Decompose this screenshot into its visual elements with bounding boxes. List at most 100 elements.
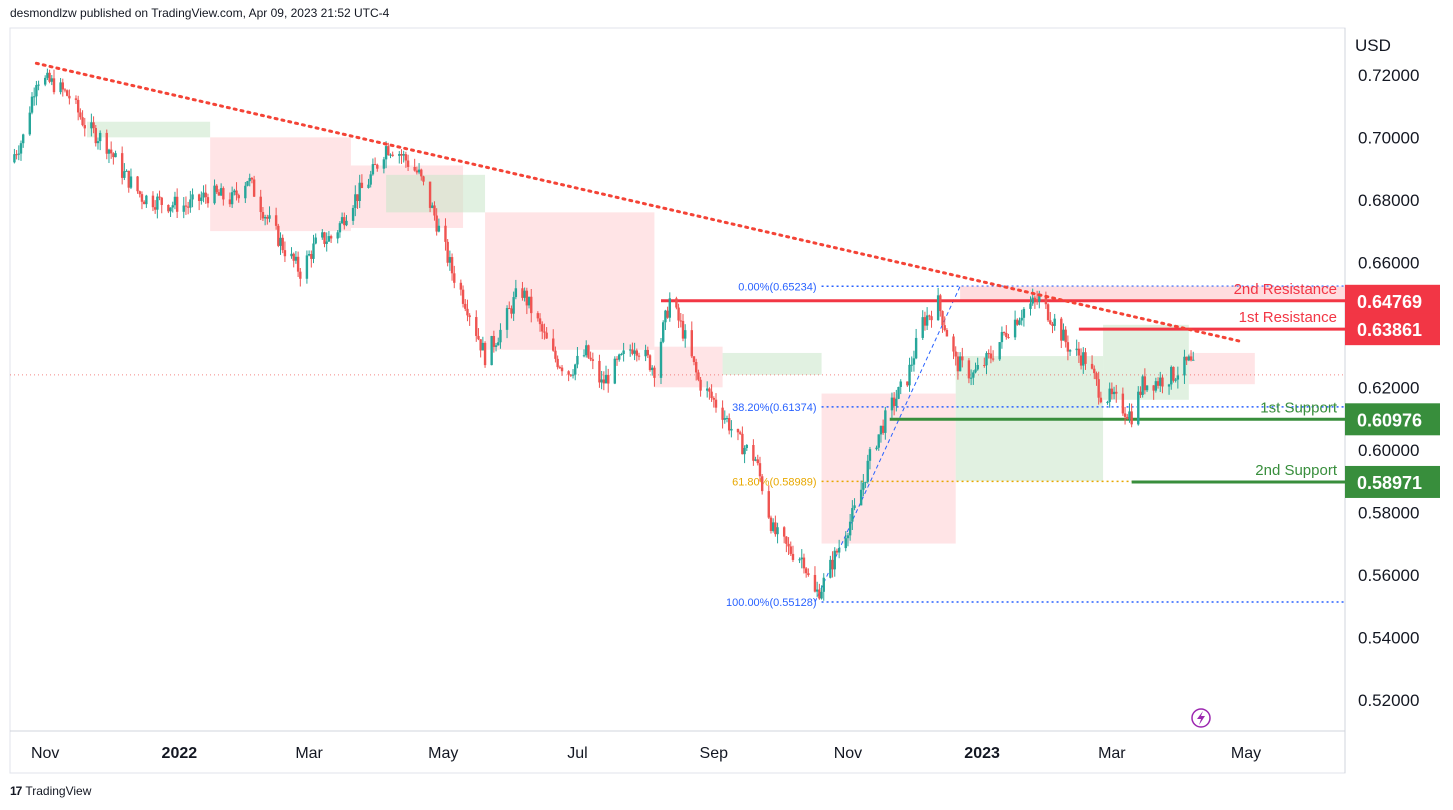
candle-body [589, 357, 592, 360]
candle-body [560, 367, 564, 372]
candle-body [400, 153, 403, 156]
resistance-zone [960, 286, 1345, 301]
candle-body [648, 355, 652, 371]
candle-body [261, 212, 265, 219]
candle-body [384, 146, 388, 160]
candle-body [444, 225, 447, 242]
candle-body [666, 310, 669, 318]
candle-body [941, 311, 944, 326]
price-tick-label: 0.52000 [1358, 691, 1419, 710]
candle-body [620, 354, 623, 356]
candle-body [356, 194, 359, 202]
candle-body [79, 112, 82, 118]
time-axis-ticks: Nov 2022 Mar May Jul Sep Nov 2023 Mar May [31, 745, 1261, 762]
candle-body [1115, 391, 1118, 394]
candle-body [1007, 337, 1010, 339]
publisher-caption: desmondlzw published on TradingView.com,… [10, 6, 390, 20]
candle-body [494, 345, 498, 347]
candle-body [230, 192, 234, 205]
candle-body [769, 517, 773, 531]
candle-body [153, 207, 157, 210]
price-tick-label: 0.54000 [1358, 628, 1419, 647]
trendline-dotted [34, 61, 1241, 343]
candle-body [1185, 356, 1188, 361]
cloud-segment [654, 346, 723, 388]
candle-body [290, 253, 293, 257]
candle-body [782, 527, 786, 537]
candle-body [908, 364, 911, 386]
candle-body [1106, 401, 1109, 403]
candle-body [277, 225, 280, 246]
brand-name: TradingView [25, 784, 92, 798]
candle-body [446, 241, 449, 263]
candle-body [19, 143, 23, 154]
candle-body [327, 236, 331, 242]
candle-body [281, 237, 284, 251]
candle-body [974, 369, 977, 373]
price-tick-label: 0.60000 [1358, 441, 1419, 460]
candle-body [675, 298, 678, 308]
currency-label: USD [1355, 36, 1391, 55]
candle-body [538, 318, 542, 325]
candle-body [961, 356, 964, 361]
candle-body [61, 82, 64, 90]
candle-body [450, 257, 454, 274]
candle-body [43, 77, 47, 85]
support-resistance-levels: 2nd Resistance 1st Resistance 1st Support 2… [10, 281, 1345, 484]
candle-body [182, 205, 185, 212]
candle-body [382, 159, 386, 169]
candle-body [307, 254, 311, 256]
candle-body [895, 398, 898, 407]
candle-body [74, 98, 78, 100]
candle-body [521, 288, 524, 298]
candle-body [807, 573, 810, 575]
candle-body [785, 536, 788, 544]
candle-body [690, 330, 693, 357]
candle-body [1121, 393, 1125, 414]
candle-body [985, 353, 988, 366]
candle-body [428, 181, 432, 208]
candle-body [367, 184, 370, 188]
candle-body [1143, 376, 1147, 391]
candle-body [314, 237, 317, 244]
lightning-icon[interactable] [1191, 708, 1211, 728]
candle-body [802, 557, 806, 569]
candle-body [477, 335, 480, 340]
candle-body [59, 82, 62, 93]
candle-body [543, 331, 546, 333]
candle-body [939, 295, 942, 312]
candle-body [705, 388, 709, 391]
candle-body [646, 349, 650, 356]
candle-body [835, 550, 839, 553]
candle-body [1189, 356, 1193, 361]
price-tick-label: 0.58000 [1358, 503, 1419, 522]
candle-body [818, 589, 821, 599]
candle-body [776, 527, 779, 535]
candle-body [754, 459, 757, 461]
candle-body [653, 367, 656, 378]
candle-body [822, 577, 825, 592]
candle-body [1002, 332, 1006, 334]
candle-body [376, 164, 379, 169]
candle-body [294, 256, 298, 261]
time-tick-label: Mar [1098, 745, 1126, 762]
candle-body [928, 315, 931, 317]
candle-body [1183, 356, 1186, 376]
brand-footer[interactable]: 17 TradingView [10, 784, 91, 798]
candle-body [862, 482, 865, 490]
candle-body [453, 273, 456, 283]
candle-body [283, 250, 287, 257]
candle-body [743, 448, 746, 455]
candle-body [173, 196, 177, 206]
candle-body [1137, 391, 1140, 425]
candle-body [35, 85, 38, 97]
candle-body [213, 185, 216, 204]
candle-body [879, 425, 883, 435]
time-tick-label: Jul [567, 745, 587, 762]
candle-body [244, 185, 247, 199]
candle-body [158, 196, 161, 198]
candle-body [1044, 296, 1048, 305]
candle-body [1093, 368, 1096, 374]
candle-body [848, 521, 852, 536]
